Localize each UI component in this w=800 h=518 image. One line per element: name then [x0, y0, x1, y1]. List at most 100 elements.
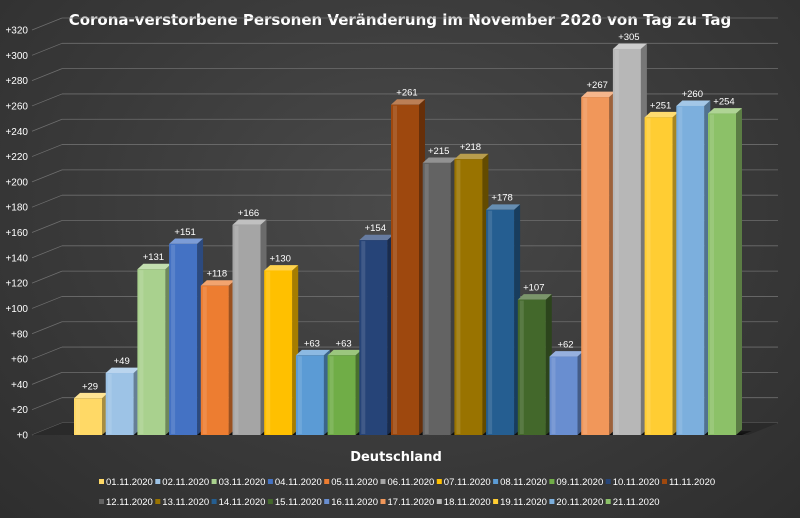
bar-top	[327, 349, 362, 356]
bar-top	[295, 349, 330, 356]
bar-highlight	[519, 300, 524, 434]
bar	[200, 280, 235, 435]
grid-line	[31, 42, 63, 56]
legend-swatch	[267, 479, 273, 484]
data-label: +63	[336, 338, 352, 349]
legend-item: 09.11.2020	[549, 477, 603, 488]
legend-item: 16.11.2020	[324, 497, 378, 508]
legend-label: 13.11.2020	[162, 497, 209, 508]
bar-top	[676, 100, 711, 106]
legend-item: 10.11.2020	[605, 477, 660, 488]
bar	[232, 219, 267, 435]
bar	[486, 204, 521, 435]
bar-top	[581, 91, 616, 98]
legend: 01.11.2020 02.11.2020 03.11.2020 04.11.2020…	[99, 477, 715, 508]
bar-top	[264, 265, 299, 271]
y-tick-label: +300	[5, 51, 28, 62]
legend-item: 11.11.2020	[662, 477, 715, 488]
grid-line	[31, 68, 63, 81]
bar-top	[549, 351, 584, 357]
bar-highlight	[456, 160, 461, 434]
legend-label: 01.11.2020	[106, 477, 153, 488]
bar-front	[644, 117, 673, 435]
bar-highlight	[678, 106, 683, 434]
legend-label: 07.11.2020	[444, 477, 491, 488]
grid-line	[31, 296, 63, 309]
legend-label: 05.11.2020	[331, 477, 378, 488]
bar-highlight	[614, 49, 619, 434]
legend-label: 08.11.2020	[500, 477, 547, 488]
bar-front	[517, 299, 546, 435]
legend-swatch	[549, 499, 555, 504]
bar-highlight	[76, 399, 80, 434]
data-label: +107	[523, 283, 544, 294]
legend-label: 15.11.2020	[275, 497, 322, 508]
grid-line	[31, 144, 63, 157]
data-label: +267	[586, 80, 607, 91]
bar-highlight	[266, 271, 271, 434]
bar-highlight	[488, 210, 493, 434]
y-tick-label: +60	[11, 355, 28, 366]
bar	[359, 234, 394, 435]
bar-front	[105, 372, 134, 435]
bar-highlight	[329, 356, 334, 434]
legend-label: 03.11.2020	[219, 477, 266, 488]
bar-top	[454, 153, 489, 160]
grid-line	[31, 169, 63, 183]
legend-item: 12.11.2020	[99, 497, 153, 508]
bar-front	[581, 97, 610, 435]
bar-top	[169, 238, 204, 244]
y-tick-label: +240	[5, 127, 28, 138]
legend-label: 18.11.2020	[444, 497, 491, 508]
y-tick-label: +0	[17, 431, 29, 442]
data-label: +260	[682, 89, 703, 100]
data-label: +151	[174, 227, 195, 238]
bar-top	[105, 367, 140, 373]
y-tick-label: +100	[5, 304, 28, 315]
legend-item: 04.11.2020	[267, 477, 322, 488]
bar	[74, 392, 108, 435]
y-tick-label: +200	[5, 177, 28, 188]
bar	[517, 294, 552, 435]
bar	[264, 265, 299, 435]
bar-highlight	[646, 118, 651, 434]
legend-item: 08.11.2020	[493, 477, 547, 488]
legend-swatch	[211, 479, 217, 484]
legend-label: 10.11.2020	[613, 477, 660, 488]
bar-highlight	[202, 286, 207, 434]
data-label: +130	[269, 253, 290, 264]
bar	[137, 263, 172, 435]
data-label: +131	[143, 252, 164, 263]
data-label: +29	[82, 381, 98, 392]
data-label: +305	[618, 32, 639, 43]
legend-item: 05.11.2020	[324, 477, 378, 488]
bar-front	[327, 355, 356, 435]
bar-front	[264, 270, 293, 435]
grid-line	[31, 194, 63, 208]
grid-line	[31, 372, 63, 385]
bar	[422, 157, 457, 435]
legend-item: 13.11.2020	[155, 497, 209, 508]
legend-swatch	[324, 479, 330, 484]
y-tick-label: +80	[11, 329, 28, 340]
bar-front	[454, 159, 483, 435]
bar-highlight	[139, 270, 144, 434]
bar-front	[422, 162, 451, 435]
legend-label: 06.11.2020	[388, 477, 435, 488]
bar	[676, 100, 711, 435]
data-label: +63	[304, 338, 320, 349]
legend-label: 11.11.2020	[669, 477, 715, 488]
legend-swatch	[436, 479, 442, 484]
y-tick-label: +280	[5, 76, 28, 87]
legend-label: 02.11.2020	[162, 477, 209, 488]
bar-top	[708, 108, 742, 114]
y-tick-label: +320	[5, 26, 28, 37]
grid-line	[31, 270, 63, 284]
grid-line	[31, 17, 63, 31]
bar-series	[74, 43, 742, 435]
legend-label: 19.11.2020	[500, 497, 547, 508]
x-axis-label: Deutschland	[350, 450, 442, 465]
bar	[169, 238, 204, 435]
data-label: +251	[650, 100, 671, 111]
bar-highlight	[361, 241, 366, 434]
